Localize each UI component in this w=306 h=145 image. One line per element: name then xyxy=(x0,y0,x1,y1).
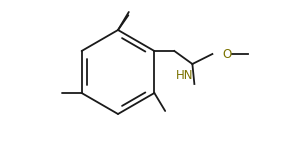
Text: HN: HN xyxy=(176,69,194,82)
Text: O: O xyxy=(222,48,232,60)
